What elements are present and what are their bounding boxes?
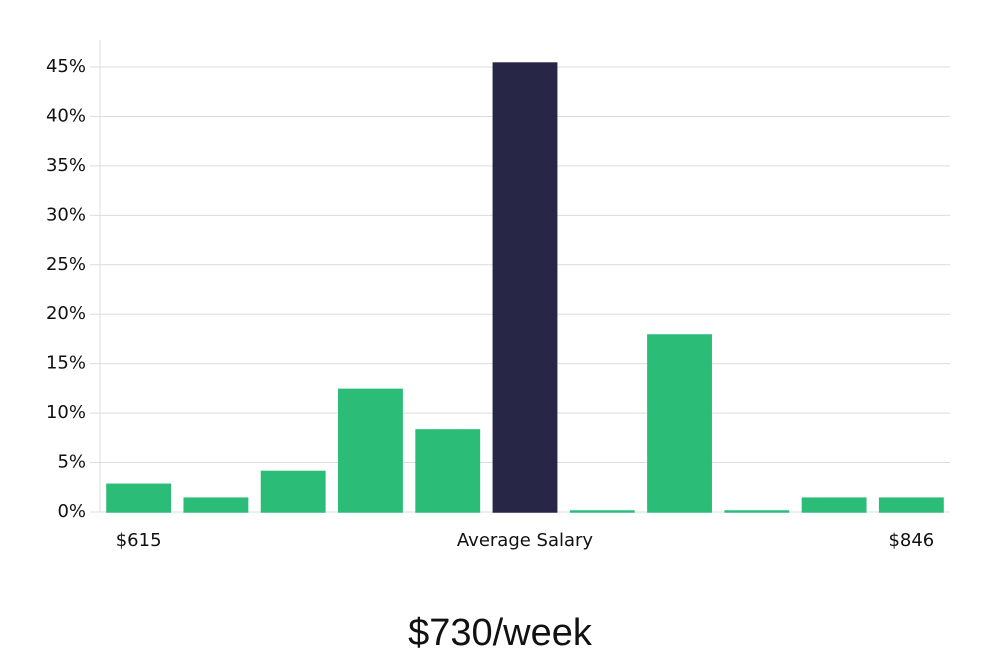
bar	[106, 483, 172, 513]
bar	[878, 497, 944, 513]
bar	[724, 510, 790, 513]
bar	[338, 388, 403, 513]
x-tick-label: $615	[116, 530, 162, 551]
y-tick-label: 45%	[46, 56, 86, 77]
y-tick-label: 40%	[46, 105, 86, 126]
y-tick-label: 35%	[46, 155, 86, 176]
y-tick-label: 5%	[57, 452, 86, 473]
bar	[415, 429, 481, 513]
y-tick-label: 15%	[46, 353, 86, 374]
y-tick-label: 25%	[46, 254, 86, 275]
bar	[801, 497, 867, 513]
y-tick-label: 10%	[46, 402, 86, 423]
bar	[492, 62, 558, 513]
x-tick-label: $846	[888, 530, 934, 551]
bar	[260, 470, 326, 513]
bar	[647, 334, 712, 513]
y-tick-label: 20%	[46, 303, 86, 324]
x-tick-label: Average Salary	[457, 530, 594, 551]
y-tick-label: 30%	[46, 204, 86, 225]
chart-title: $730/week	[408, 612, 593, 654]
bar	[183, 497, 249, 513]
bar	[569, 510, 635, 513]
y-tick-label: 0%	[57, 501, 86, 522]
